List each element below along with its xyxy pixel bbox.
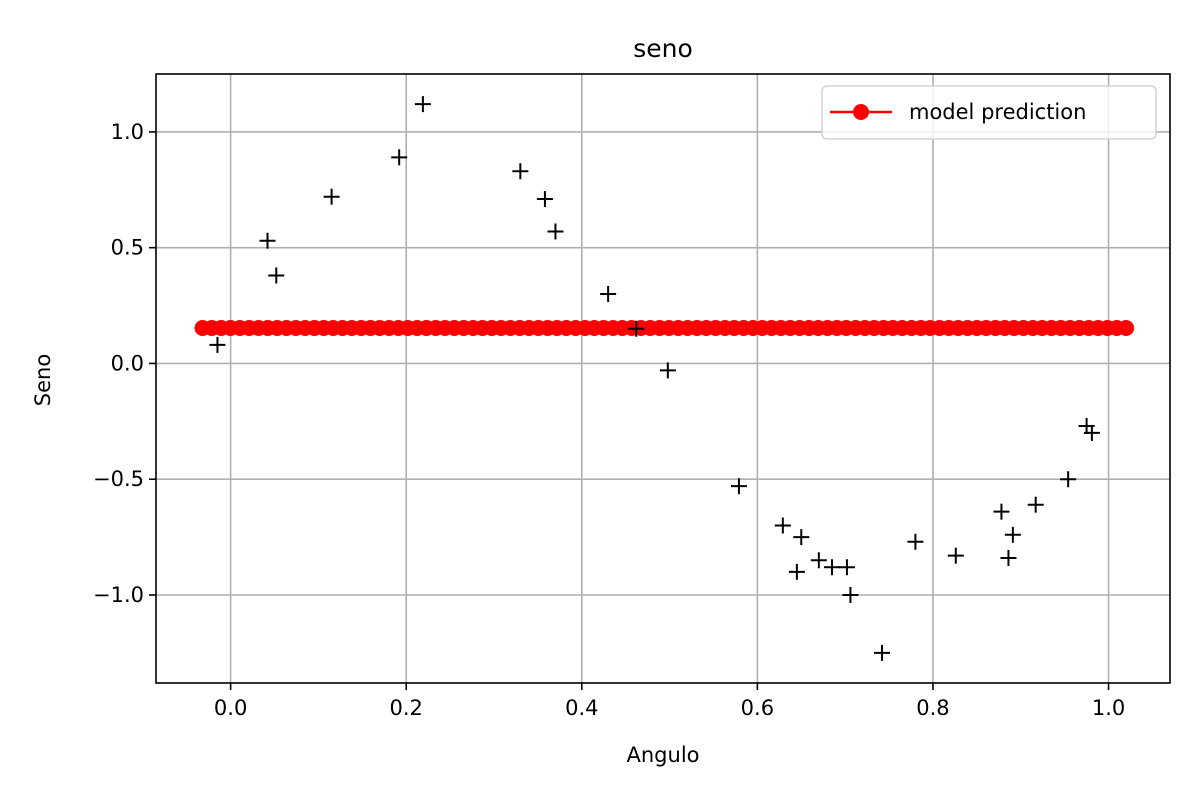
observation-point [1083, 424, 1100, 441]
x-tick-label: 0.8 [916, 696, 949, 720]
x-tick-label: 0.0 [214, 696, 247, 720]
observation-point [268, 267, 285, 284]
x-axis-ticks: 0.0 0.2 0.4 0.6 0.8 1.0 [214, 683, 1125, 720]
x-tick-label: 1.0 [1092, 696, 1125, 720]
observation-point [391, 149, 408, 166]
observation-point [512, 163, 529, 180]
plot-area-frame [155, 73, 1171, 684]
legend: model prediction [821, 85, 1157, 140]
x-axis-label: Angulo [627, 743, 700, 767]
observation-point [907, 533, 924, 550]
y-tick-label: −0.5 [93, 467, 144, 491]
y-tick-label: 0.5 [111, 236, 144, 260]
observation-point [323, 188, 340, 205]
observation-point [414, 96, 431, 113]
y-tick-label: −1.0 [93, 583, 144, 607]
y-tick-label: 1.0 [111, 120, 144, 144]
chart-title: seno [633, 34, 693, 63]
observation-point [838, 559, 855, 576]
observation-point [1027, 496, 1044, 513]
observation-point [628, 320, 645, 337]
observation-series [209, 96, 1100, 661]
legend-box [821, 85, 1157, 140]
observation-point [209, 336, 226, 353]
observation-point [810, 552, 827, 569]
observation-point [547, 223, 564, 240]
prediction-point [1118, 320, 1135, 337]
observation-point [1004, 526, 1021, 543]
observation-point [824, 559, 840, 576]
x-tick-label: 0.4 [565, 696, 598, 720]
prediction-series [194, 320, 1135, 337]
observation-point [947, 547, 964, 564]
observation-point [774, 517, 791, 534]
observation-point [536, 191, 553, 208]
observation-point [1060, 471, 1077, 488]
y-axis-ticks: −1.0 −0.5 0.0 0.5 1.0 [93, 120, 156, 607]
x-tick-label: 0.2 [390, 696, 423, 720]
observation-point [788, 563, 805, 580]
observation-point [993, 503, 1010, 520]
observation-point [600, 285, 617, 302]
y-tick-label: 0.0 [111, 351, 144, 375]
observation-point [659, 362, 676, 379]
observation-point [259, 232, 276, 249]
observation-point [874, 644, 891, 661]
legend-label-model-prediction: model prediction [909, 100, 1086, 124]
legend-dot-marker [853, 104, 869, 120]
observation-point [793, 529, 810, 546]
x-tick-label: 0.6 [741, 696, 774, 720]
grid [156, 74, 1170, 683]
observation-point [730, 478, 747, 495]
observation-point [1000, 549, 1017, 566]
y-axis-label: Seno [31, 354, 55, 406]
observation-point [842, 587, 859, 604]
